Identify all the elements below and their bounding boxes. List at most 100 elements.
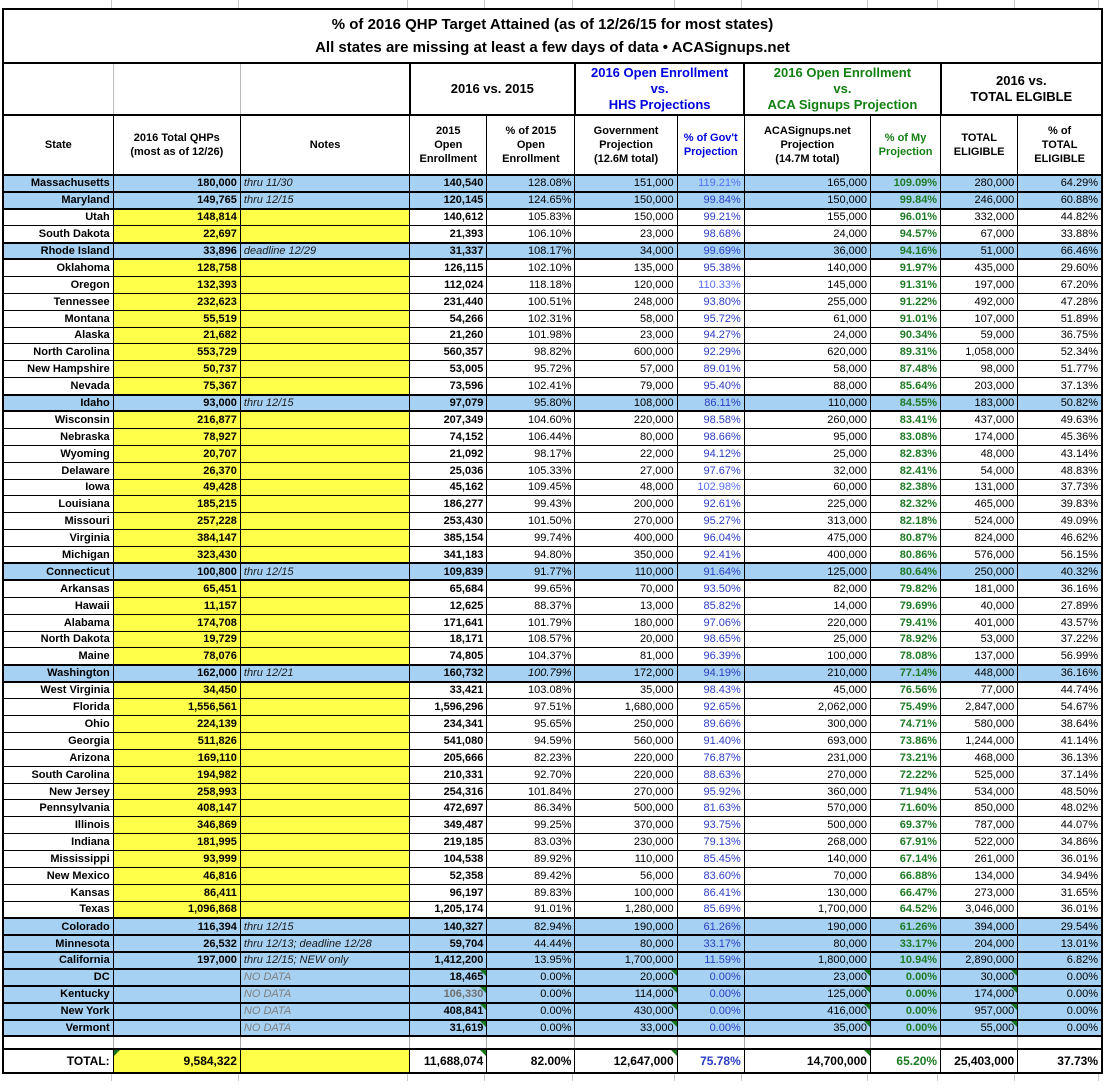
cell-epct: 38.64% [1017, 715, 1103, 733]
cell-apct: 78.92% [869, 630, 942, 649]
title-line-2: All states are missing at least a few da… [315, 39, 790, 56]
spacer-cell [239, 1035, 411, 1050]
cell-elig: 394,000 [940, 917, 1019, 937]
cell-gov: 20,000 [574, 630, 678, 649]
cell-qhps: 55,519 [112, 309, 241, 328]
cell-note [239, 630, 411, 649]
cell-elig: 67,000 [940, 225, 1019, 244]
cell-qhps: 258,993 [112, 782, 241, 801]
cell-note [239, 275, 411, 294]
table-row: Texas 1,096,868 1,205,174 91.01% 1,280,000 85… [2, 900, 1103, 919]
table-row: Maine 78,076 74,805 104.37% 81,000 96.39% 100,… [2, 647, 1103, 666]
cell-elig: 204,000 [940, 934, 1019, 953]
cell-elig: 332,000 [940, 208, 1019, 227]
cell-aca: 125,000 [743, 562, 871, 582]
gridline-tick [675, 0, 742, 8]
cell-elig: 2,847,000 [940, 698, 1019, 716]
cell-note: thru 12/13; deadline 12/28 [239, 934, 411, 953]
cell-note [239, 731, 411, 750]
cell-e2015: 18,465 [409, 967, 488, 987]
cell-e2015: 234,341 [409, 715, 488, 733]
table-row: Michigan 323,430 341,183 94.80% 350,000 92.41… [2, 546, 1103, 564]
cell-apct: 94.16% [869, 241, 942, 261]
table-row: Arkansas 65,451 65,684 99.65% 70,000 93.50% 82… [2, 579, 1103, 598]
cell-apct: 66.47% [869, 883, 942, 902]
table-row: Alabama 174,708 171,641 101.79% 180,000 97.06… [2, 613, 1103, 632]
cell-qhps: 174,708 [112, 613, 241, 632]
cell-note [239, 715, 411, 733]
cell-e2015: 541,080 [409, 731, 488, 750]
cell-aca: 260,000 [743, 410, 871, 429]
comment-marker-icon [670, 970, 677, 976]
cell-aca: 88,000 [743, 377, 871, 396]
cell-gpct: 91.40% [676, 731, 745, 750]
cell-aca: 140,000 [743, 850, 871, 869]
cell-state: Iowa [2, 478, 114, 497]
cell-p2015: 106.10% [486, 225, 576, 244]
cell-elig: 850,000 [940, 799, 1019, 818]
cell-epct: 56.99% [1017, 647, 1103, 666]
comment-marker-icon [863, 1004, 870, 1010]
cell-epct: 67.20% [1017, 275, 1103, 294]
gridline-tick [742, 0, 868, 8]
column-header-row: State 2016 Total QHPs (most as of 12/26)… [2, 114, 1103, 176]
cell-gpct: 119.21% [676, 174, 745, 193]
cell-aca: 36,000 [743, 241, 871, 261]
cell-epct: 43.14% [1017, 444, 1103, 463]
cell-aca: 313,000 [743, 512, 871, 531]
table-row: DC NO DATA 18,465 0.00% 20,000 0.00% 23,000 0.0… [2, 967, 1103, 987]
cell-e2015: 96,197 [409, 883, 488, 902]
cell-gov: 70,000 [574, 579, 678, 598]
cell-elig: 435,000 [940, 258, 1019, 277]
table-row: North Carolina 553,729 560,357 98.82% 600,00… [2, 343, 1103, 362]
table-row: Pennsylvania 408,147 472,697 86.34% 500,000 8… [2, 799, 1103, 818]
group-header-hhs-projections: 2016 Open Enrollment vs. HHS Projections [573, 62, 746, 116]
cell-epct: 51.89% [1017, 309, 1103, 328]
cell-epct: 29.54% [1017, 917, 1103, 937]
cell-state: Idaho [2, 393, 114, 413]
cell-state: Vermont [2, 1018, 114, 1038]
cell-elig: 3,046,000 [940, 900, 1019, 919]
cell-epct: 46.62% [1017, 529, 1103, 548]
cell-state: Kansas [2, 883, 114, 902]
cell-gpct: 99.69% [676, 241, 745, 261]
cell-state: Illinois [2, 816, 114, 835]
cell-e2015: 341,183 [409, 546, 488, 564]
col-header-notes: Notes [239, 114, 411, 176]
cell-aca: 60,000 [743, 478, 871, 497]
cell-aca: 80,000 [743, 934, 871, 953]
table-row: South Dakota 22,697 21,393 106.10% 23,000 98.… [2, 225, 1103, 244]
comment-marker-icon [480, 1051, 486, 1057]
comment-marker-icon [670, 1051, 677, 1057]
cell-e2015: 74,805 [409, 647, 488, 666]
cell-state: Louisiana [2, 495, 114, 514]
comment-marker-icon [114, 1051, 120, 1057]
cell-note [239, 377, 411, 396]
cell-qhps: 408,147 [112, 799, 241, 818]
cell-e2015: 104,538 [409, 850, 488, 869]
gridline-tick [742, 1074, 868, 1082]
cell-aca: 400,000 [743, 546, 871, 564]
cell-e2015: 140,327 [409, 917, 488, 937]
cell-p2015: 98.82% [486, 343, 576, 362]
comment-marker-icon [863, 987, 870, 993]
cell-gpct: 93.50% [676, 579, 745, 598]
cell-e2015: 106,330 [409, 984, 488, 1004]
table-row: Louisiana 185,215 186,277 99.43% 200,000 92.6… [2, 495, 1103, 514]
cell-gov: 81,000 [574, 647, 678, 666]
cell-qhps: 26,532 [112, 934, 241, 953]
cell-epct: 0.00% [1017, 967, 1103, 987]
cell-state: North Carolina [2, 343, 114, 362]
cell-elig: 465,000 [940, 495, 1019, 514]
cell-aca: 23,000 [743, 967, 871, 987]
cell-note [239, 427, 411, 446]
cell-e2015: 21,092 [409, 444, 488, 463]
cell-gpct: 0.00% [676, 984, 745, 1004]
cell-epct: 39.83% [1017, 495, 1103, 514]
cell-state: Rhode Island [2, 241, 114, 261]
cell-aca: 110,000 [743, 393, 871, 413]
cell-apct: 75.49% [869, 698, 942, 716]
cell-aca: 210,000 [743, 663, 871, 683]
cell-gov: 33,000 [574, 1018, 678, 1038]
cell-aca: 155,000 [743, 208, 871, 227]
